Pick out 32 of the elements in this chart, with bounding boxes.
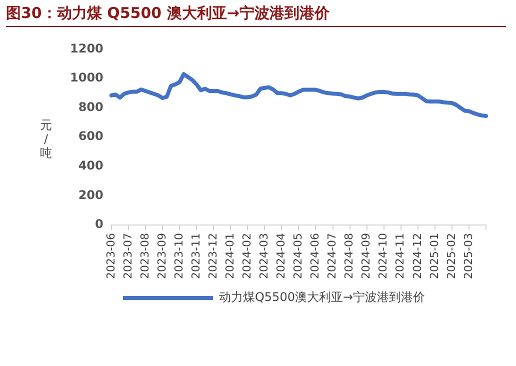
y-axis-title: 元/吨 xyxy=(40,118,52,160)
chart-title: 图30：动力煤 Q5500 澳大利亚→宁波港到港价 xyxy=(6,4,506,27)
x-tick-label: 2023-07 xyxy=(121,233,134,280)
x-tick-label: 2024-07 xyxy=(326,233,339,280)
y-tick-label: 0 xyxy=(95,217,104,232)
x-tick-label: 2024-08 xyxy=(342,233,356,280)
x-tick-label: 2023-11 xyxy=(189,233,202,280)
x-tick-label: 2023-09 xyxy=(155,233,168,280)
x-tick-label: 2024-04 xyxy=(274,233,288,280)
x-tick-label: 2023-10 xyxy=(172,233,186,280)
x-tick-label: 2024-03 xyxy=(258,233,271,280)
x-tick-label: 2024-09 xyxy=(360,233,373,280)
x-tick-label: 2023-08 xyxy=(138,233,152,280)
y-tick-label: 200 xyxy=(78,188,104,202)
x-tick-label: 2024-06 xyxy=(308,233,322,280)
text: 动力煤Q5500澳大利亚→宁波港到港价 xyxy=(218,290,426,304)
y-tick-label: 1000 xyxy=(70,70,104,85)
x-tick-label: 2023-06 xyxy=(104,233,118,280)
x-tick-label: 2024-02 xyxy=(240,233,254,280)
x-tick-label: 2024-12 xyxy=(410,233,424,280)
x-tick-label: 2024-10 xyxy=(376,233,390,280)
x-tick-label: 2024-11 xyxy=(394,233,407,280)
x-tick-label: 2024-05 xyxy=(292,233,305,280)
x-tick-label: 2025-01 xyxy=(428,233,441,280)
y-tick-label: 800 xyxy=(78,100,104,114)
y-tick-label: 600 xyxy=(78,129,104,144)
y-tick-label: 1200 xyxy=(70,41,104,56)
y-tick-label: 400 xyxy=(78,158,104,173)
x-tick-label: 2025-03 xyxy=(462,233,475,280)
x-tick-label: 2024-01 xyxy=(223,233,236,280)
x-tick-label: 2023-12 xyxy=(206,233,220,280)
x-tick-label: 2025-02 xyxy=(444,233,458,280)
